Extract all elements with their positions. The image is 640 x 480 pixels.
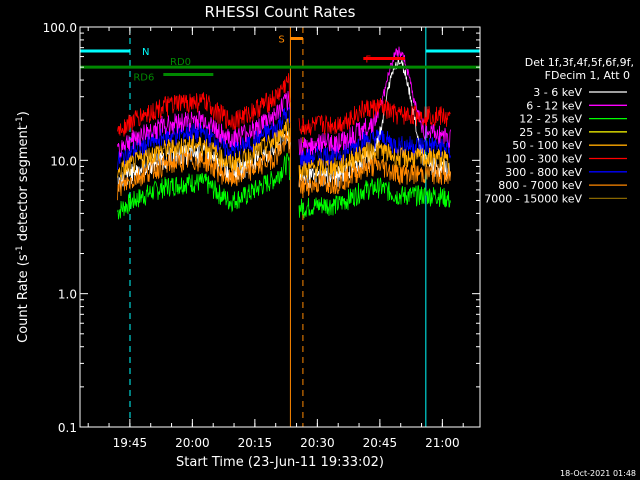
- x-tick-label: 20:30: [300, 436, 335, 450]
- plot-area: N S F RD0 RD6: [79, 27, 481, 427]
- series-line-7: [117, 132, 451, 201]
- legend: Det 1f,3f,4f,5f,6f,9f, FDecim 1, Att 0 3…: [484, 56, 634, 205]
- y-axis-label: Count Rate (s-1 detector segment-1): [15, 111, 31, 343]
- annotation-label-3: RD0: [170, 57, 191, 68]
- y-tick-label: 1.0: [58, 288, 77, 302]
- legend-entry-label-1: 6 - 12 keV: [526, 99, 582, 112]
- axes: 0.1 1.0 10.0 100.0 19:45 20:00 20:15 20:30 20:45…: [43, 21, 480, 450]
- legend-entry-label-6: 300 - 800 keV: [505, 166, 582, 179]
- legend-header-line-1: Det 1f,3f,4f,5f,6f,9f,: [525, 56, 634, 69]
- x-tick-label: 20:15: [238, 436, 273, 450]
- y-tick-label: 100.0: [43, 21, 77, 35]
- series-line-2: [117, 152, 451, 220]
- annotation-label-2: F: [365, 55, 371, 66]
- y-axis-label-part-1: Count Rate (s: [16, 254, 31, 343]
- legend-entry-label-5: 100 - 300 keV: [505, 153, 582, 166]
- y-tick-label: 10.0: [50, 154, 77, 168]
- x-tick-label: 20:00: [175, 436, 210, 450]
- y-axis-label-part-3: ): [16, 111, 31, 116]
- annotation-label-0: N: [142, 47, 149, 58]
- y-axis-label-part-2: detector segment: [16, 125, 31, 245]
- y-axis-label-sup-1: -1: [15, 245, 25, 254]
- x-tick-label: 20:45: [363, 436, 398, 450]
- legend-entry-label-0: 3 - 6 keV: [533, 86, 582, 99]
- legend-entry-label-7: 800 - 7000 keV: [498, 179, 582, 192]
- legend-entry-label-3: 25 - 50 keV: [519, 126, 582, 139]
- y-tick-label: 0.1: [58, 421, 77, 435]
- series-line-1: [117, 46, 451, 158]
- legend-entry-label-2: 12 - 25 keV: [519, 113, 582, 126]
- series-line-4: [117, 118, 451, 181]
- y-axis-label-sup-2: -1: [15, 116, 25, 125]
- footer-timestamp: 18-Oct-2021 01:48: [560, 469, 636, 478]
- series-line-5: [117, 73, 451, 137]
- legend-entry-label-8: 7000 - 15000 keV: [484, 192, 582, 205]
- plot-frame: [79, 26, 481, 428]
- legend-entry-label-4: 50 - 100 keV: [512, 139, 582, 152]
- x-tick-label: 21:00: [425, 436, 460, 450]
- x-axis-label: Start Time (23-Jun-11 19:33:02): [176, 455, 384, 470]
- legend-header-line-2: FDecim 1, Att 0: [545, 69, 630, 82]
- x-tick-label: 19:45: [113, 436, 148, 450]
- annotation-label-1: S: [278, 34, 284, 45]
- chart-title: RHESSI Count Rates: [205, 3, 356, 21]
- annotation-label-4: RD6: [133, 73, 154, 84]
